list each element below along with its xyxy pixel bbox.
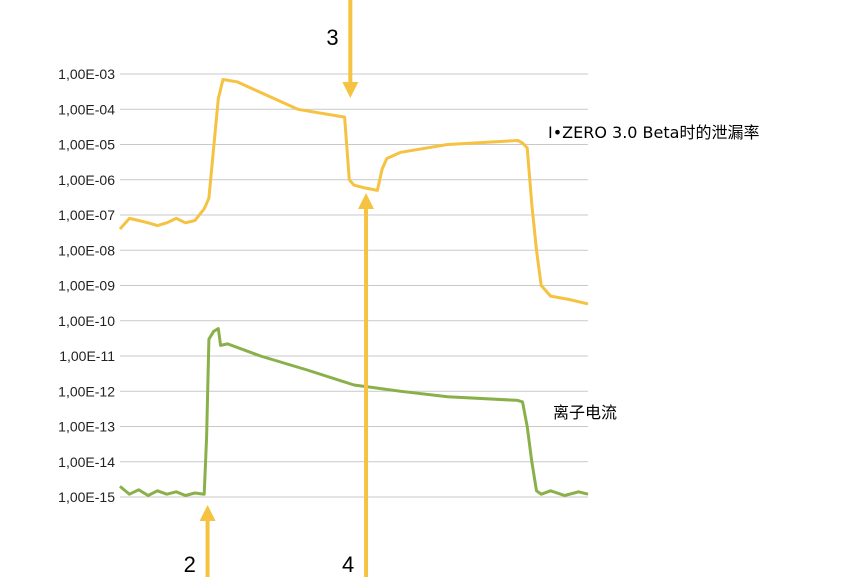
y-tick-label: 1,00E-11 xyxy=(59,348,115,364)
y-tick-labels: 1,00E-03 1,00E-04 1,00E-05 1,00E-06 1,00E-07… xyxy=(58,66,115,505)
y-tick-label: 1,00E-06 xyxy=(58,172,115,188)
grid-lines xyxy=(120,73,588,498)
ion-current-line xyxy=(119,327,589,497)
y-tick-label: 1,00E-05 xyxy=(58,137,115,153)
arrow-head xyxy=(199,505,216,521)
annotation-arrows: 3 4 2 xyxy=(184,0,375,577)
arrow-head xyxy=(358,193,375,209)
series-label-leak-rate: I•ZERO 3.0 Beta时的泄漏率 xyxy=(548,123,759,142)
y-tick-label: 1,00E-04 xyxy=(58,101,115,117)
leak-rate-line xyxy=(118,78,589,306)
y-tick-label: 1,00E-10 xyxy=(58,313,115,329)
y-tick-label: 1,00E-09 xyxy=(58,278,115,294)
y-tick-label: 1,00E-15 xyxy=(58,489,115,505)
y-tick-label: 1,00E-14 xyxy=(58,454,115,470)
plot-series xyxy=(118,78,589,497)
annotation-arrow-3: 3 xyxy=(326,0,359,98)
arrow-label: 3 xyxy=(326,25,338,50)
arrow-head xyxy=(342,82,359,98)
annotation-arrow-2: 2 xyxy=(184,505,216,577)
series-label-ion-current: 离子电流 xyxy=(553,403,617,422)
annotation-arrow-4: 4 xyxy=(342,193,375,577)
y-tick-label: 1,00E-07 xyxy=(58,207,115,223)
y-tick-label: 1,00E-08 xyxy=(58,242,115,258)
arrow-label: 4 xyxy=(342,552,354,577)
y-tick-label: 1,00E-03 xyxy=(58,66,115,82)
y-tick-label: 1,00E-12 xyxy=(58,383,115,399)
arrow-label: 2 xyxy=(184,552,196,577)
y-tick-label: 1,00E-13 xyxy=(58,419,115,435)
